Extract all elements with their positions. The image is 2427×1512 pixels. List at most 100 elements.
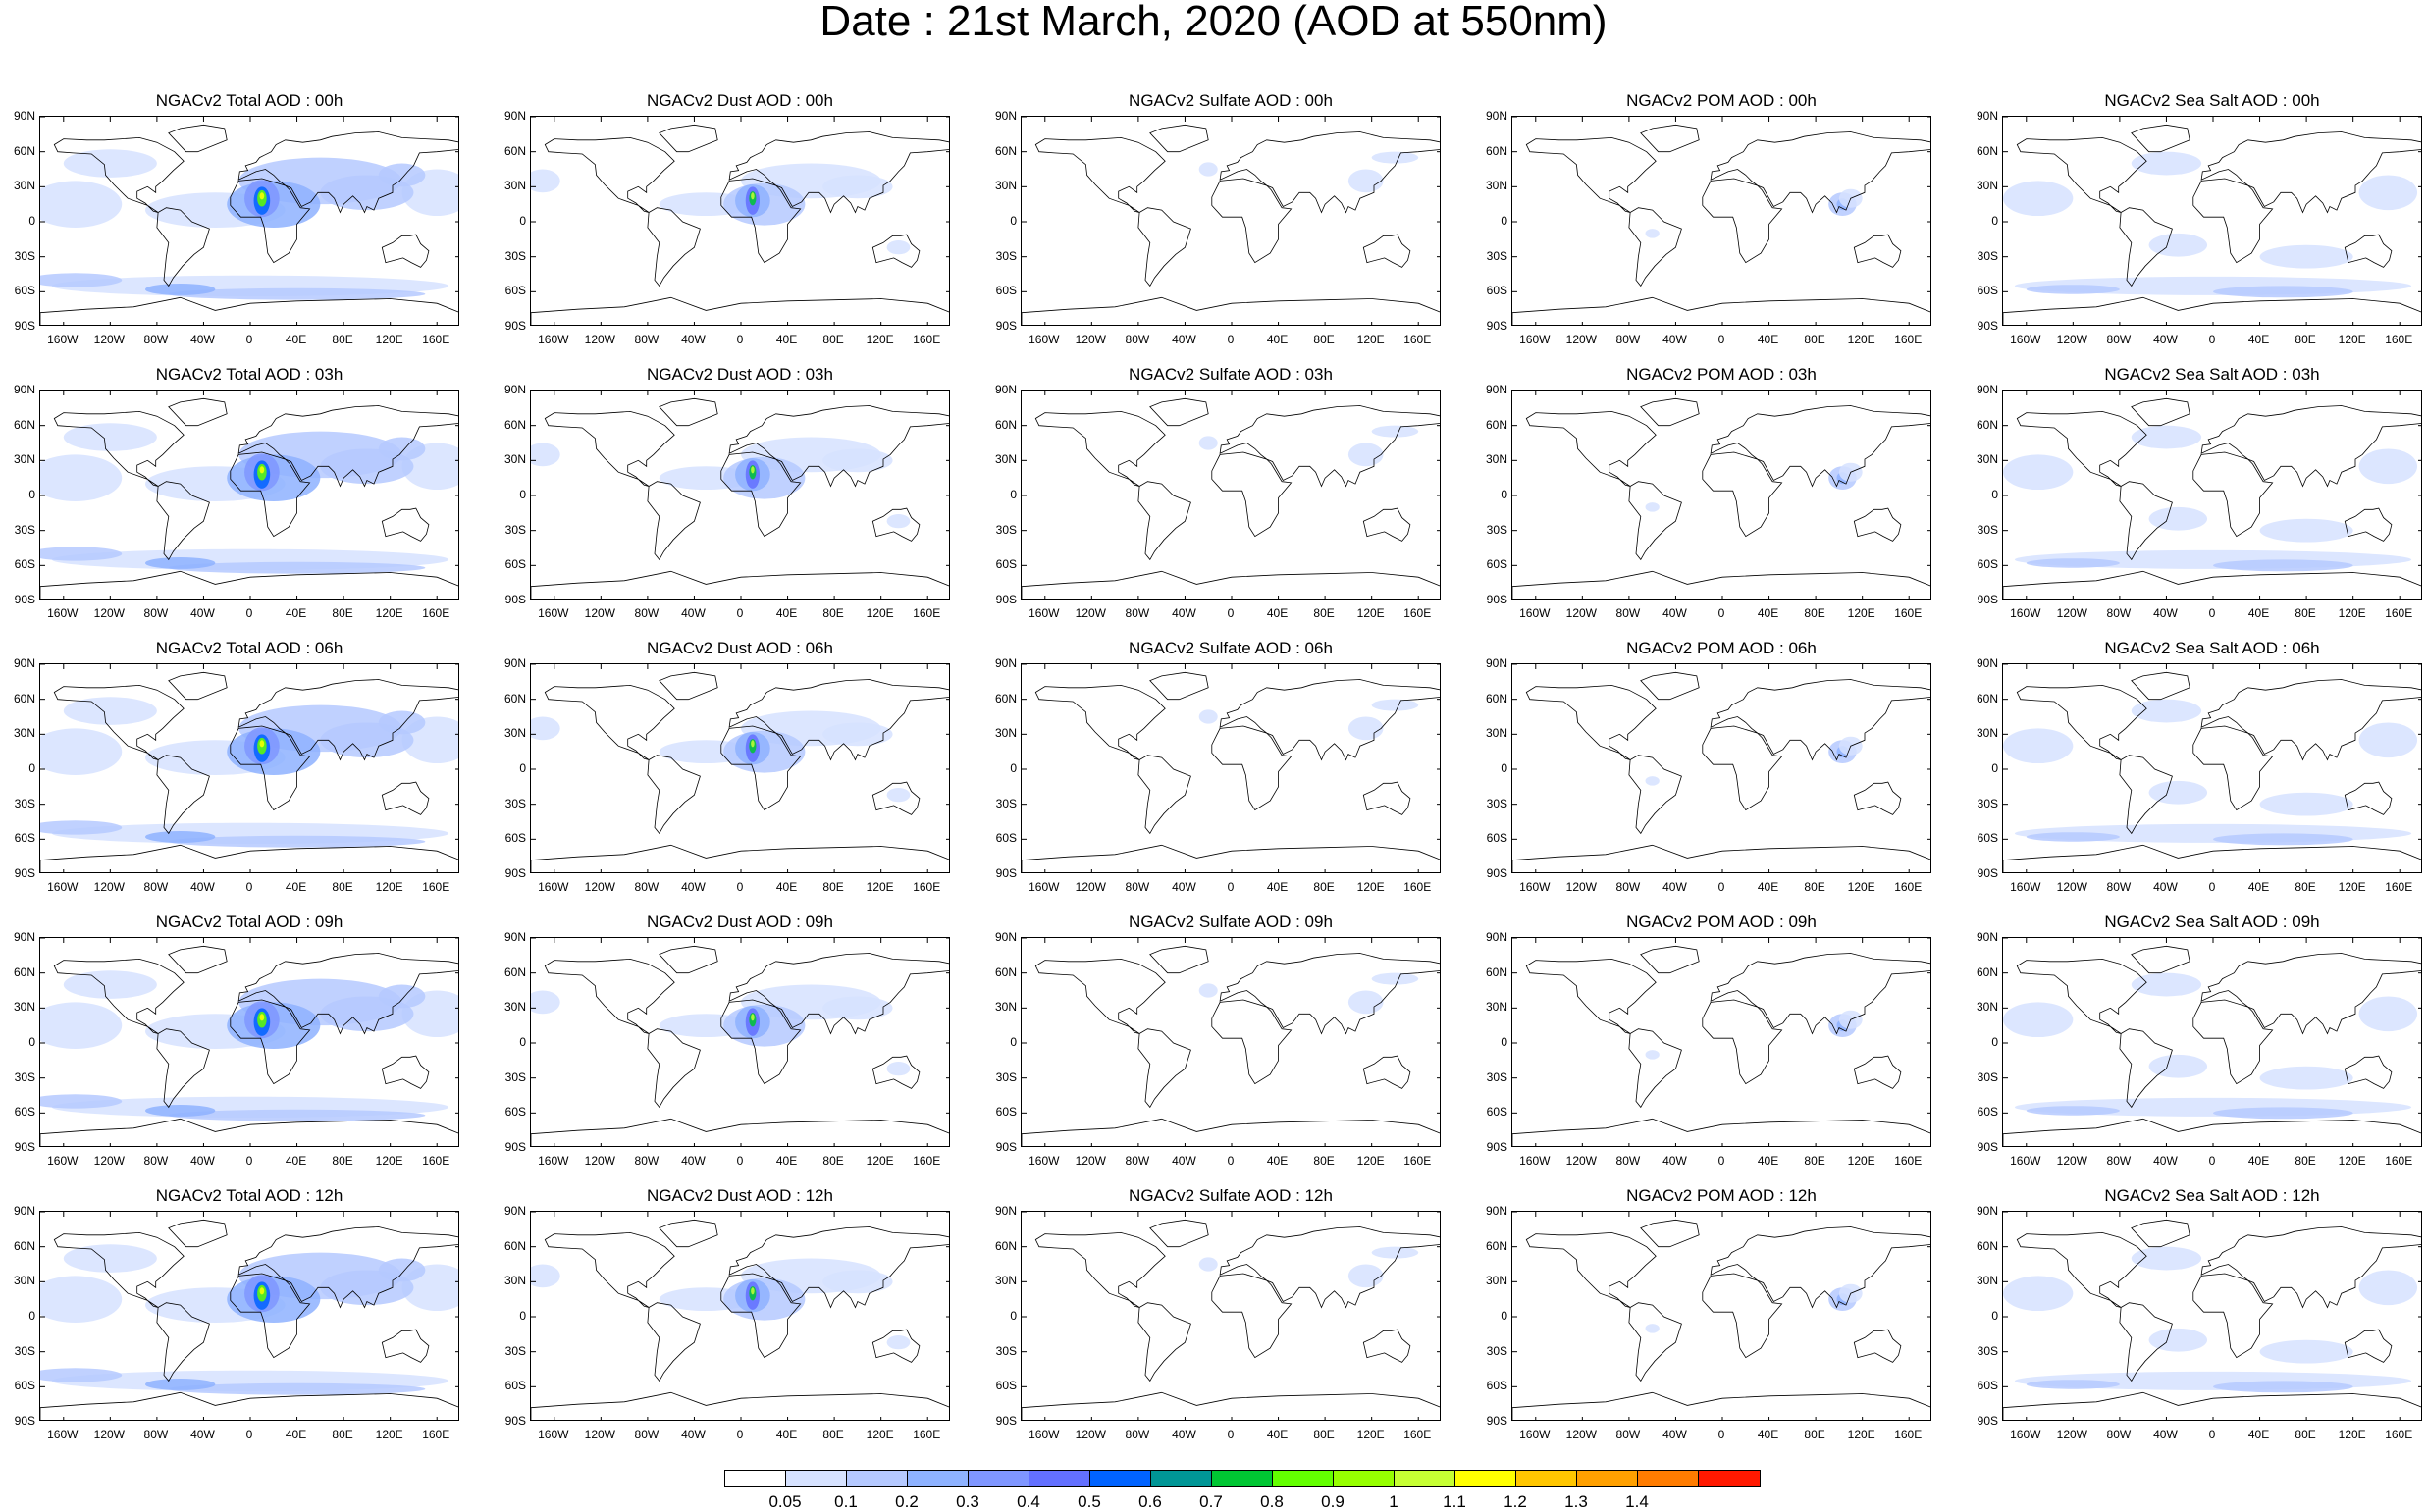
aod-patch: [1198, 709, 1218, 724]
coastline: [1525, 136, 1657, 213]
lat-tick-label: 60N: [503, 965, 526, 979]
lon-tick-label: 40W: [681, 1154, 706, 1168]
coastline: [40, 1391, 458, 1420]
coastline: [871, 781, 921, 815]
coastline: [156, 1028, 210, 1109]
coastline: [53, 136, 185, 213]
coastline: [531, 1118, 949, 1146]
lat-tick-label: 30S: [14, 1069, 35, 1084]
lat-tick-label: 60N: [994, 1238, 1017, 1253]
lon-tick-label: 0: [245, 880, 253, 894]
lat-tick-label: 60S: [1977, 1105, 1998, 1120]
aod-patch: [2026, 1380, 2120, 1389]
lat-tick-label: 30N: [503, 726, 526, 741]
coastline: [53, 410, 185, 487]
lat-tick-label: 60N: [994, 143, 1017, 158]
coastline: [1149, 124, 1209, 153]
aod-patch: [2259, 244, 2353, 269]
lat-tick-label: 0: [1501, 214, 1507, 228]
lon-tick-label: 0: [2208, 606, 2216, 620]
lat-tick-label: 90N: [994, 109, 1017, 123]
map-frame: [2002, 1211, 2422, 1421]
lon-tick-label: 160W: [1029, 333, 1060, 346]
aod-patch: [378, 437, 426, 461]
lon-tick-label: 40W: [1172, 606, 1196, 620]
aod-patch: [378, 984, 426, 1009]
coastline: [230, 451, 311, 538]
aod-patch: [63, 1244, 157, 1273]
lon-tick-label: 80E: [332, 606, 353, 620]
lon-tick-label: 0: [2208, 880, 2216, 894]
coastline: [1640, 671, 1700, 701]
aod-patch: [2148, 1328, 2208, 1352]
panel-title: NGACv2 Sea Salt AOD : 12h: [2104, 1186, 2320, 1205]
coastline: [237, 1226, 458, 1309]
aod-patch: [259, 1287, 265, 1295]
aod-patch: [2026, 285, 2120, 294]
map-panel: NGACv2 POM AOD : 06h 90N 60N 30N 0 30S 60S 90S 1…: [1486, 639, 1931, 894]
lat-tick-label: 60N: [503, 1238, 526, 1253]
lat-tick-label: 60S: [1977, 284, 1998, 298]
lat-tick-label: 90S: [995, 319, 1017, 333]
lon-tick-label: 40W: [190, 1428, 215, 1441]
colorbar-swatch: [1212, 1471, 1273, 1486]
lon-tick-label: 120W: [1565, 880, 1597, 894]
coastline: [2344, 781, 2393, 815]
map-panel: NGACv2 Sulfate AOD : 12h 90N 60N 30N 0 30S 60S…: [995, 1186, 1441, 1441]
lon-tick-label: 40E: [2247, 333, 2270, 346]
aod-patch: [886, 240, 911, 255]
lon-tick-label: 80W: [143, 880, 169, 894]
lon-tick-label: 40W: [1662, 1428, 1687, 1441]
coastline: [1710, 131, 1930, 214]
lat-tick-label: 60N: [994, 965, 1017, 979]
lat-tick-label: 0: [28, 761, 35, 775]
coastline: [1628, 1028, 1682, 1109]
aod-map: [1512, 117, 1930, 325]
lat-tick-label: 60S: [995, 557, 1017, 572]
lon-tick-label: 120W: [93, 1428, 125, 1441]
lon-tick-label: 40E: [1266, 1428, 1289, 1441]
lat-tick-label: 30N: [503, 1000, 526, 1015]
lon-tick-label: 160E: [913, 1154, 941, 1168]
coastline: [2192, 178, 2274, 264]
aod-patch: [40, 547, 123, 561]
aod-patch: [1645, 776, 1660, 786]
lat-tick-label: 0: [519, 1309, 526, 1323]
lat-tick-label: 90N: [13, 109, 35, 123]
coastline: [2200, 405, 2421, 488]
aod-patch: [2003, 1276, 2074, 1312]
lon-tick-label: 80W: [1125, 1154, 1150, 1168]
map-frame: [2002, 116, 2422, 326]
coastline: [1137, 1028, 1191, 1109]
coastline: [720, 999, 802, 1085]
coastline: [1219, 953, 1440, 1035]
lon-tick-label: 40W: [681, 333, 706, 346]
map-panel: NGACv2 POM AOD : 03h 90N 60N 30N 0 30S 60S 90S 1…: [1486, 365, 1931, 620]
lon-tick-label: 160E: [2385, 606, 2413, 620]
lon-tick-label: 120E: [1356, 1428, 1385, 1441]
lat-tick-label: 90S: [1486, 866, 1507, 880]
lon-tick-label: 160W: [538, 880, 569, 894]
lat-tick-label: 30S: [995, 1069, 1017, 1084]
lat-tick-label: 60S: [504, 557, 526, 572]
lat-tick-label: 30S: [504, 248, 526, 263]
aod-patch: [1371, 699, 1419, 711]
lon-tick-label: 40E: [2247, 1154, 2270, 1168]
coastline: [2003, 1118, 2421, 1146]
coastline: [2119, 755, 2173, 835]
lon-tick-label: 40W: [1662, 606, 1687, 620]
lon-tick-label: 80W: [2106, 880, 2132, 894]
lon-tick-label: 160W: [538, 1154, 569, 1168]
lon-tick-label: 80E: [332, 1154, 353, 1168]
lon-tick-label: 40E: [285, 880, 307, 894]
aod-map: [2003, 664, 2421, 872]
lon-tick-label: 40E: [1757, 333, 1779, 346]
coastline: [1211, 999, 1293, 1085]
coastline: [1211, 1273, 1293, 1359]
lon-tick-label: 160W: [47, 333, 79, 346]
aod-patch: [145, 284, 216, 295]
aod-patch: [822, 722, 893, 747]
aod-map: [2003, 391, 2421, 599]
lon-tick-label: 80W: [634, 606, 660, 620]
lon-tick-label: 80W: [1125, 606, 1150, 620]
